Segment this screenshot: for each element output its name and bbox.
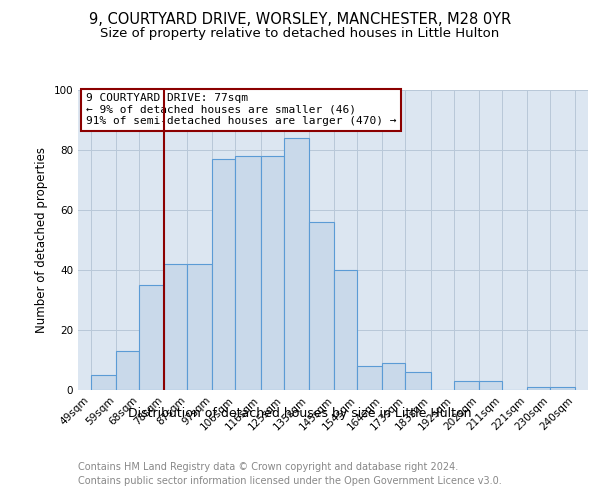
Text: Contains public sector information licensed under the Open Government Licence v3: Contains public sector information licen…	[78, 476, 502, 486]
Bar	[334, 270, 357, 390]
Bar	[284, 138, 309, 390]
Text: 9, COURTYARD DRIVE, WORSLEY, MANCHESTER, M28 0YR: 9, COURTYARD DRIVE, WORSLEY, MANCHESTER,…	[89, 12, 511, 28]
Bar	[479, 381, 502, 390]
Bar	[527, 387, 550, 390]
Text: Size of property relative to detached houses in Little Hulton: Size of property relative to detached ho…	[100, 28, 500, 40]
Text: 9 COURTYARD DRIVE: 77sqm
← 9% of detached houses are smaller (46)
91% of semi-de: 9 COURTYARD DRIVE: 77sqm ← 9% of detache…	[86, 93, 396, 126]
Bar	[164, 264, 187, 390]
Bar	[212, 159, 235, 390]
Bar	[550, 387, 575, 390]
Bar	[382, 363, 406, 390]
Bar	[357, 366, 382, 390]
Text: Distribution of detached houses by size in Little Hulton: Distribution of detached houses by size …	[128, 408, 472, 420]
Bar	[454, 381, 479, 390]
Bar	[116, 351, 139, 390]
Text: Contains HM Land Registry data © Crown copyright and database right 2024.: Contains HM Land Registry data © Crown c…	[78, 462, 458, 472]
Bar	[309, 222, 334, 390]
Y-axis label: Number of detached properties: Number of detached properties	[35, 147, 48, 333]
Bar	[235, 156, 260, 390]
Bar	[139, 285, 164, 390]
Bar	[260, 156, 284, 390]
Bar	[187, 264, 212, 390]
Bar	[91, 375, 116, 390]
Bar	[406, 372, 431, 390]
